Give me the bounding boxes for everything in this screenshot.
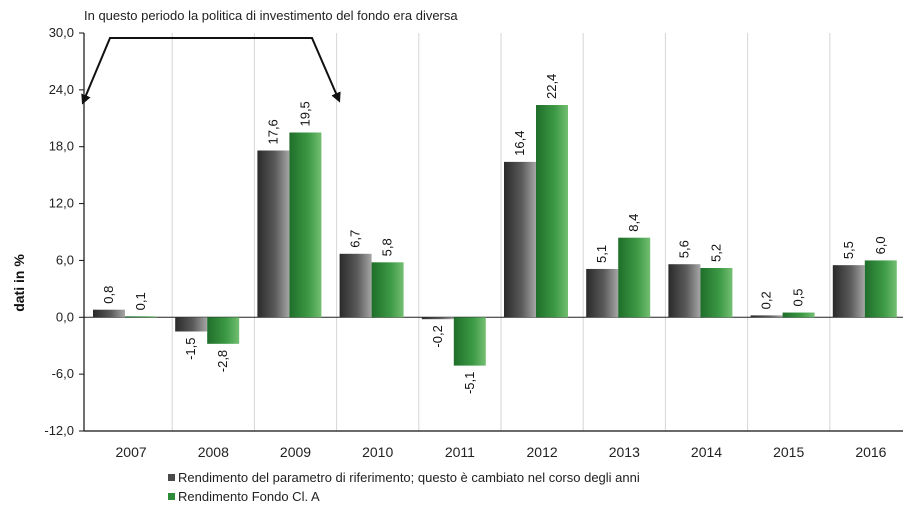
data-label-fund: 5,2 (708, 244, 723, 262)
x-tick-label: 2014 (691, 444, 722, 460)
data-label-fund: 0,5 (791, 288, 806, 306)
data-label-benchmark: -0,2 (430, 325, 445, 347)
data-label-benchmark: 16,4 (512, 131, 527, 156)
bar-benchmark (339, 253, 372, 318)
legend: Rendimento del parametro di riferimento;… (168, 468, 640, 506)
legend-item-benchmark: Rendimento del parametro di riferimento;… (168, 468, 640, 487)
data-label-fund: 0,1 (133, 292, 148, 310)
legend-label-benchmark: Rendimento del parametro di riferimento;… (178, 470, 640, 485)
y-tick-label: 30,0 (49, 25, 74, 40)
bar-benchmark (175, 317, 208, 332)
bar-fund (289, 132, 322, 318)
data-label-benchmark: 5,6 (676, 240, 691, 258)
x-tick-label: 2010 (362, 444, 393, 460)
x-tick-label: 2009 (280, 444, 311, 460)
data-label-fund: 8,4 (626, 214, 641, 232)
y-tick-label: 18,0 (49, 139, 74, 154)
y-tick-label: 6,0 (56, 252, 74, 267)
y-tick-label: 0,0 (56, 309, 74, 324)
bar-benchmark (668, 264, 701, 318)
bar-fund (618, 237, 651, 318)
data-label-fund: -2,8 (215, 350, 230, 372)
bar-benchmark (832, 265, 865, 318)
data-label-fund: -5,1 (462, 372, 477, 394)
y-tick-label: 12,0 (49, 196, 74, 211)
data-label-benchmark: 17,6 (265, 119, 280, 144)
data-label-fund: 22,4 (544, 74, 559, 99)
bar-benchmark (750, 315, 783, 318)
bar-fund (700, 268, 733, 318)
bar-fund (536, 105, 568, 318)
bar-fund (207, 317, 240, 344)
chart-marks: 0,8 0,1 -1,5 -2,8 17,6 19,5 6,7 5,8 -0,2 -5,1 16,4… (93, 74, 897, 394)
y-tick-label: -6,0 (52, 366, 74, 381)
x-tick-label: 2015 (773, 444, 804, 460)
legend-swatch-fund (168, 493, 175, 500)
y-tick-label: 24,0 (49, 82, 74, 97)
x-tick-label: 2007 (116, 444, 147, 460)
bar-fund (371, 262, 404, 318)
x-tick-label: 2016 (855, 444, 886, 460)
x-tick-label: 2011 (445, 444, 475, 460)
bar-fund (864, 260, 897, 318)
data-label-benchmark: 5,1 (594, 245, 609, 263)
bar-benchmark (586, 268, 619, 318)
x-tick-label: 2008 (198, 444, 229, 460)
bar-fund (782, 312, 815, 318)
bar-benchmark (257, 150, 290, 318)
data-label-benchmark: 6,7 (348, 230, 363, 248)
data-label-fund: 19,5 (297, 101, 312, 126)
x-tick-label: 2013 (609, 444, 640, 460)
x-tick-label: 2012 (527, 444, 558, 460)
bar-fund (125, 316, 157, 318)
y-tick-label: -12,0 (44, 423, 74, 438)
bar-benchmark (421, 317, 454, 320)
annotation-bracket (81, 37, 341, 105)
bar-benchmark (93, 309, 125, 318)
chart-annotation: In questo periodo la politica di investi… (84, 8, 458, 23)
data-label-benchmark: -1,5 (183, 338, 198, 360)
data-label-benchmark: 5,5 (841, 241, 856, 259)
data-label-benchmark: 0,8 (101, 286, 116, 304)
legend-swatch-benchmark (168, 474, 175, 481)
data-label-benchmark: 0,2 (759, 291, 774, 309)
legend-label-fund: Rendimento Fondo Cl. A (178, 489, 320, 504)
bar-benchmark (504, 161, 536, 318)
data-label-fund: 6,0 (873, 236, 888, 254)
legend-item-fund: Rendimento Fondo Cl. A (168, 487, 640, 506)
data-label-fund: 5,8 (380, 238, 395, 256)
bar-fund (453, 317, 486, 366)
y-axis-label: dati in % (11, 254, 27, 312)
